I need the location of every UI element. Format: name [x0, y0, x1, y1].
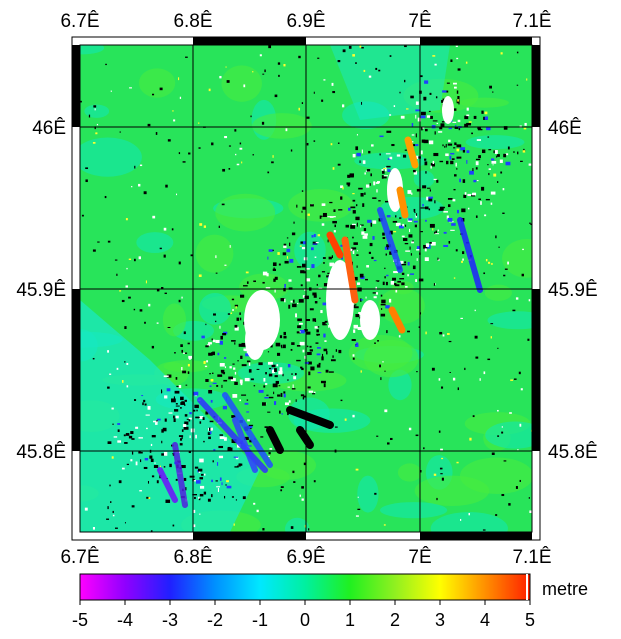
x-tick-label-top: 7Ê — [408, 10, 431, 32]
frame-bar-bottom — [420, 532, 532, 540]
y-tick-label-left: 46Ê — [32, 117, 66, 139]
colorbar-gradient — [79, 573, 531, 601]
x-tick-label-bottom: 7.1Ê — [512, 546, 551, 568]
frame-bar-top — [193, 37, 306, 45]
colorbar-tick-label: 2 — [390, 610, 400, 630]
colorbar-tick-label: 3 — [435, 610, 445, 630]
colorbar-tick-label: 1 — [345, 610, 355, 630]
colorbar-tick-label: -3 — [162, 610, 178, 630]
colorbar-tick-label: -5 — [72, 610, 88, 630]
colorbar: metre -5 -4 -3 -2 -1 0 1 2 3 4 5 — [72, 573, 588, 630]
frame-bar-bottom — [193, 532, 306, 540]
frame-bar-right — [532, 45, 540, 127]
colorbar-tick-label: -2 — [207, 610, 223, 630]
y-tick-label-right: 45.8Ê — [548, 441, 598, 463]
frame-bar-right — [532, 289, 540, 451]
displacement-raster — [80, 45, 532, 532]
x-tick-label-top: 7.1Ê — [512, 10, 551, 32]
graticule-grid — [79, 44, 533, 533]
colorbar-tick-label: -4 — [117, 610, 133, 630]
y-tick-label-left: 45.9Ê — [16, 279, 66, 301]
frame-bar-top — [420, 37, 532, 45]
y-tick-label-right: 46Ê — [548, 117, 582, 139]
colorbar-tick-label: 0 — [300, 610, 310, 630]
axis-tick-labels: 6.7Ê 6.7Ê 6.8Ê 6.8Ê 6.9Ê 6.9Ê 7Ê 7Ê 7.1Ê 7.1Ê 46Ê 4… — [16, 10, 597, 568]
x-tick-label-top: 6.9Ê — [286, 10, 325, 32]
x-tick-label-bottom: 6.7Ê — [60, 546, 99, 568]
x-tick-label-bottom: 6.9Ê — [286, 546, 325, 568]
x-tick-label-bottom: 7Ê — [408, 546, 431, 568]
colorbar-unit: metre — [542, 579, 588, 599]
frame-bar-left — [72, 45, 80, 127]
x-tick-label-top: 6.8Ê — [173, 10, 212, 32]
map-frame-scale-bars — [72, 37, 540, 540]
x-tick-label-bottom: 6.8Ê — [173, 546, 212, 568]
y-tick-label-left: 45.8Ê — [16, 441, 66, 463]
x-tick-label-top: 6.7Ê — [60, 10, 99, 32]
colorbar-tick-label: 4 — [480, 610, 490, 630]
y-tick-label-right: 45.9Ê — [548, 279, 598, 301]
frame-bar-left — [72, 289, 80, 451]
colorbar-tick-label: 5 — [525, 610, 535, 630]
colorbar-tick-label: -1 — [252, 610, 268, 630]
